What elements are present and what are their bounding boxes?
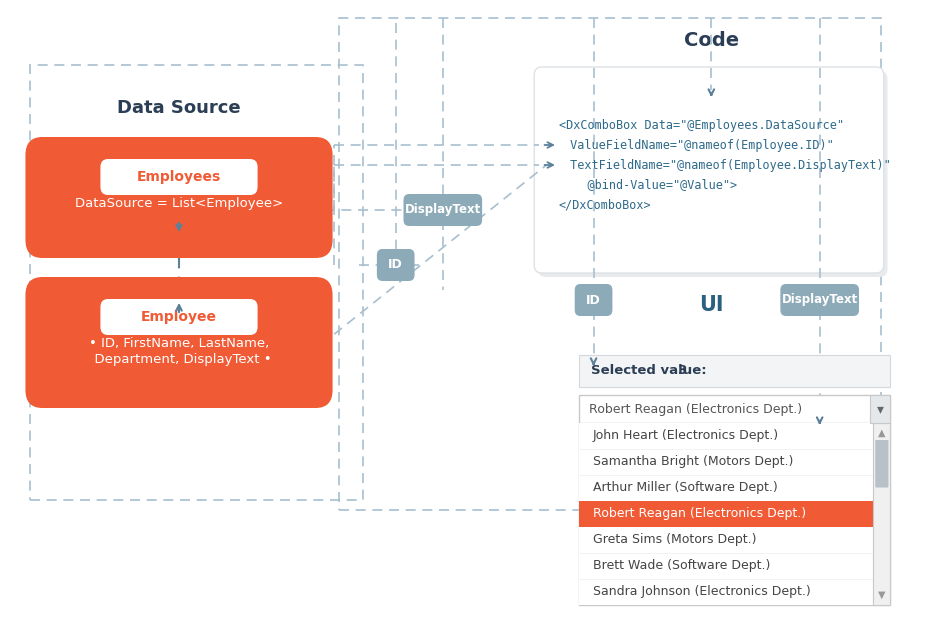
Text: Employee: Employee	[141, 310, 217, 324]
FancyBboxPatch shape	[534, 67, 884, 273]
Text: ▲: ▲	[878, 428, 885, 438]
FancyBboxPatch shape	[26, 277, 332, 408]
FancyBboxPatch shape	[580, 579, 873, 605]
Text: DataSource = List<Employee>: DataSource = List<Employee>	[75, 196, 283, 210]
FancyBboxPatch shape	[404, 194, 483, 226]
Text: 3: 3	[677, 365, 687, 378]
FancyBboxPatch shape	[580, 355, 890, 387]
Text: Selected value:: Selected value:	[591, 365, 711, 378]
Text: @bind-Value="@Value">: @bind-Value="@Value">	[559, 178, 737, 191]
Text: ▼: ▼	[878, 590, 885, 600]
Text: Employees: Employees	[137, 170, 221, 184]
Text: <DxComboBox Data="@Employees.DataSource": <DxComboBox Data="@Employees.DataSource"	[559, 118, 844, 131]
Text: Robert Reagan (Electronics Dept.): Robert Reagan (Electronics Dept.)	[589, 402, 802, 415]
FancyBboxPatch shape	[26, 137, 332, 258]
Text: ▾: ▾	[877, 402, 884, 416]
Text: Brett Wade (Software Dept.): Brett Wade (Software Dept.)	[593, 560, 770, 573]
FancyBboxPatch shape	[538, 71, 887, 277]
Text: Data Source: Data Source	[117, 99, 240, 117]
FancyBboxPatch shape	[101, 159, 257, 195]
FancyBboxPatch shape	[575, 284, 613, 316]
FancyBboxPatch shape	[580, 395, 890, 423]
Text: Sandra Johnson (Electronics Dept.): Sandra Johnson (Electronics Dept.)	[593, 586, 810, 598]
Text: ID: ID	[389, 259, 403, 271]
Text: Robert Reagan (Electronics Dept.): Robert Reagan (Electronics Dept.)	[593, 508, 806, 521]
Text: TextFieldName="@nameof(Employee.DisplayText)": TextFieldName="@nameof(Employee.DisplayT…	[563, 159, 891, 172]
Text: Code: Code	[684, 30, 739, 49]
FancyBboxPatch shape	[580, 501, 873, 527]
Text: DisplayText: DisplayText	[782, 294, 858, 307]
Text: Samantha Bright (Motors Dept.): Samantha Bright (Motors Dept.)	[593, 455, 793, 468]
FancyBboxPatch shape	[580, 553, 873, 579]
FancyBboxPatch shape	[580, 475, 873, 501]
FancyBboxPatch shape	[377, 249, 414, 281]
Text: DisplayText: DisplayText	[405, 204, 481, 217]
FancyBboxPatch shape	[875, 440, 888, 487]
Text: ValueFieldName="@nameof(Employee.ID)": ValueFieldName="@nameof(Employee.ID)"	[563, 138, 834, 152]
FancyBboxPatch shape	[869, 395, 890, 423]
Text: UI: UI	[699, 295, 724, 315]
Text: Arthur Miller (Software Dept.): Arthur Miller (Software Dept.)	[593, 481, 777, 494]
Text: • ID, FirstName, LastName,: • ID, FirstName, LastName,	[89, 336, 269, 349]
FancyBboxPatch shape	[580, 527, 873, 553]
FancyBboxPatch shape	[580, 423, 890, 605]
FancyBboxPatch shape	[580, 449, 873, 475]
Text: John Heart (Electronics Dept.): John Heart (Electronics Dept.)	[593, 429, 779, 442]
FancyBboxPatch shape	[580, 423, 873, 449]
Text: Greta Sims (Motors Dept.): Greta Sims (Motors Dept.)	[593, 534, 756, 547]
Text: </DxComboBox>: </DxComboBox>	[559, 199, 652, 212]
FancyBboxPatch shape	[873, 423, 890, 605]
Text: Department, DisplayText •: Department, DisplayText •	[86, 352, 272, 365]
FancyBboxPatch shape	[780, 284, 859, 316]
FancyBboxPatch shape	[101, 299, 257, 335]
Text: ID: ID	[586, 294, 601, 307]
